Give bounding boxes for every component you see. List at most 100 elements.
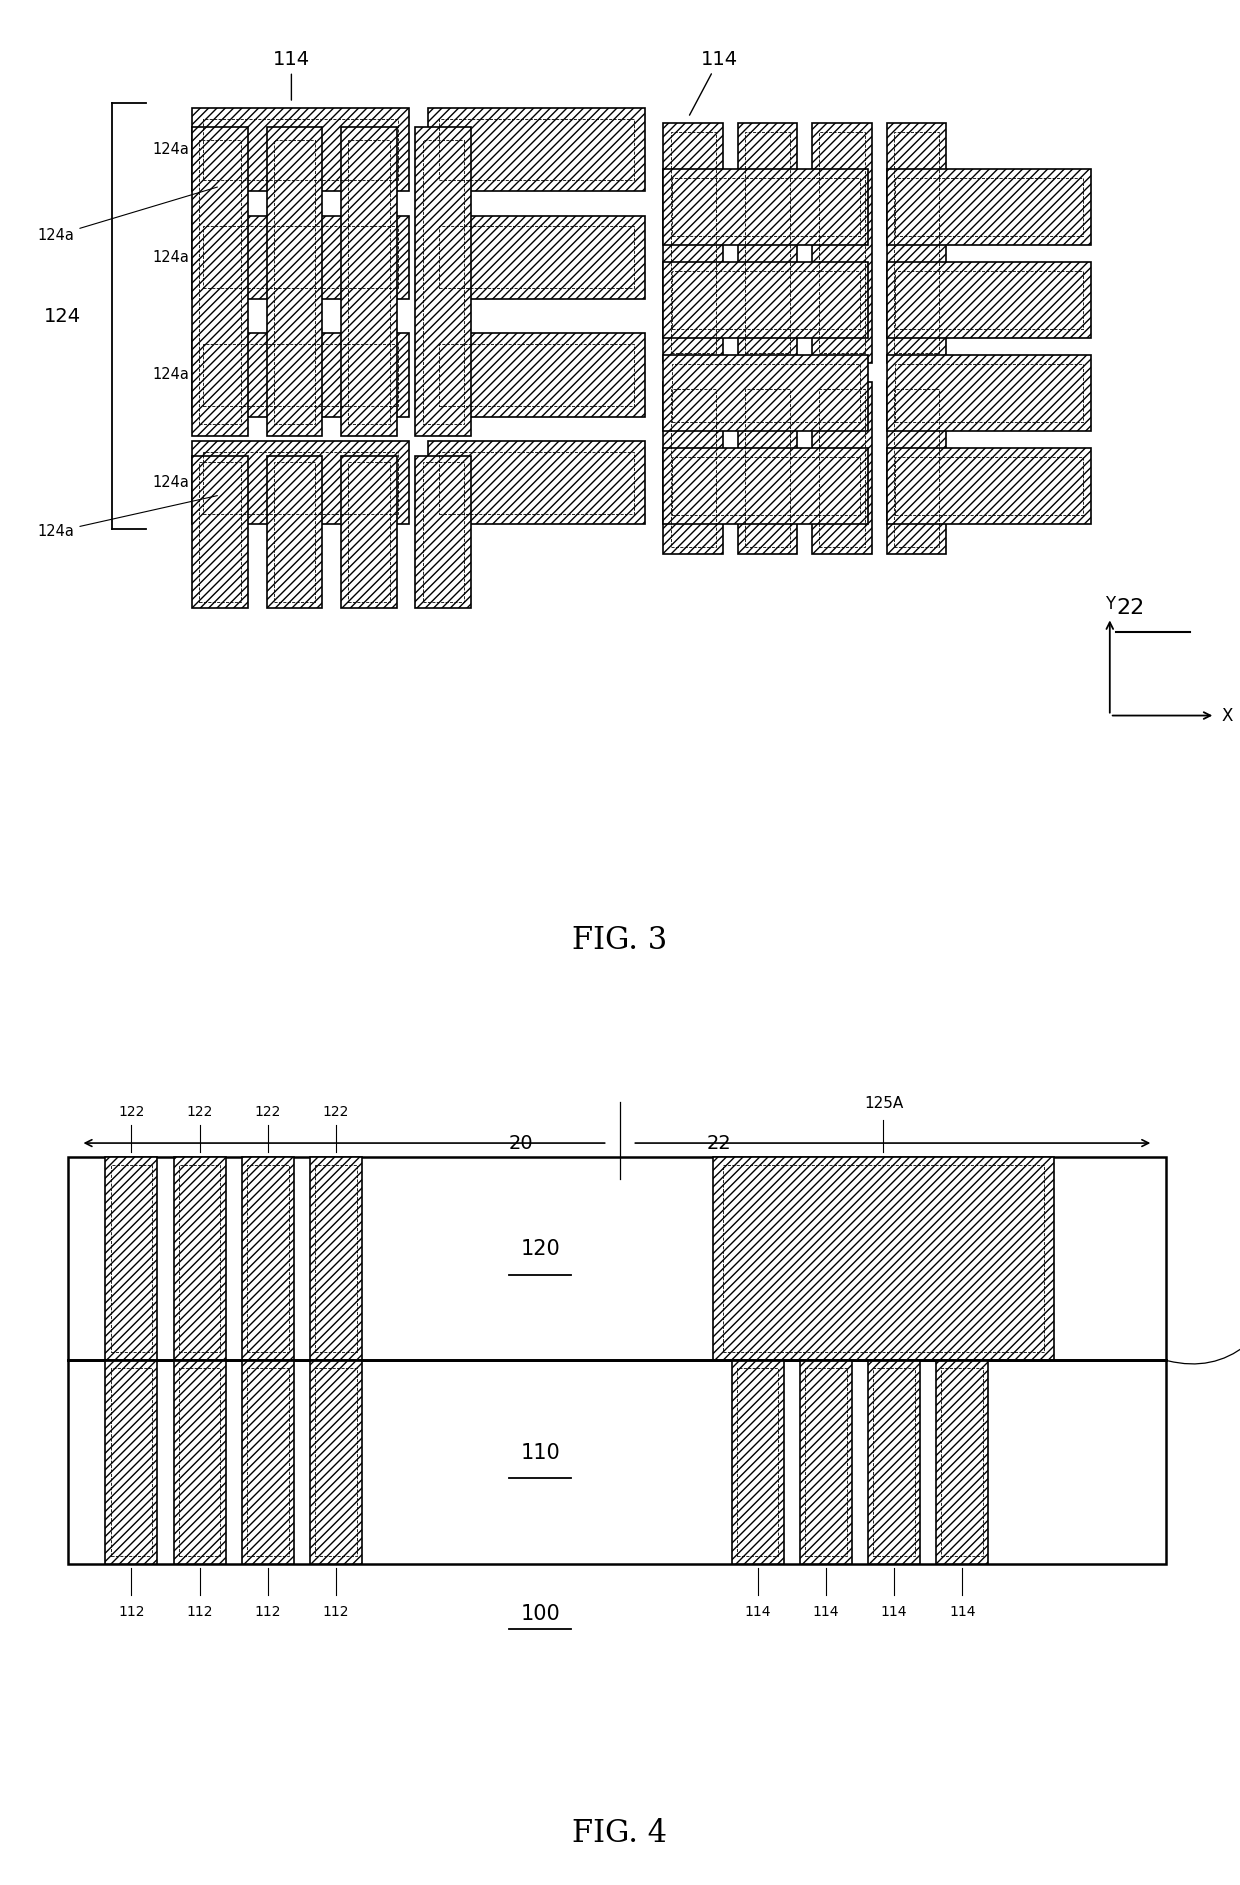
Bar [672,177,859,236]
Bar [672,364,859,422]
Bar [247,1165,289,1352]
Bar [887,123,946,362]
Bar [348,139,389,424]
Bar [267,128,322,435]
Bar [820,388,864,547]
Bar [671,388,715,547]
Text: 122: 122 [186,1105,213,1118]
Bar [713,1157,1054,1361]
Bar [110,1369,153,1555]
Bar [200,139,241,424]
Bar [671,132,715,352]
Text: 124a: 124a [37,187,217,243]
Text: 20: 20 [508,1133,533,1152]
Bar [805,1369,847,1555]
Bar [895,364,1083,422]
Bar [341,128,397,435]
Bar [192,107,409,190]
Bar [820,132,864,352]
Bar [247,1369,289,1555]
Bar [663,123,723,362]
Bar [428,215,645,300]
Text: 122: 122 [254,1105,281,1118]
Bar [267,456,322,607]
Bar [936,1361,988,1565]
Text: 114: 114 [949,1604,976,1619]
Bar [200,462,241,601]
Bar [800,1361,852,1565]
Bar [203,119,398,181]
Text: 22: 22 [707,1133,732,1152]
Text: 100: 100 [521,1604,560,1623]
Text: 122: 122 [118,1105,145,1118]
Bar [310,1361,362,1565]
Bar [423,462,464,601]
Text: 125A: 125A [864,1097,903,1112]
Text: 114: 114 [744,1604,771,1619]
Bar [887,262,1091,337]
Bar [348,462,389,601]
Bar [203,226,398,288]
Bar [887,449,1091,524]
Bar [887,168,1091,245]
Bar [887,383,946,554]
Bar [415,128,471,435]
Text: FIG. 4: FIG. 4 [573,1817,667,1849]
Bar [439,226,634,288]
Bar [812,123,872,362]
Text: 114: 114 [273,49,310,100]
Bar [894,388,939,547]
Bar [738,123,797,362]
Bar [242,1157,294,1361]
Bar [663,383,723,554]
Bar [663,168,868,245]
Bar [439,345,634,405]
Text: FIG. 3: FIG. 3 [573,926,667,956]
Text: 124a: 124a [153,475,196,490]
Bar [672,458,859,515]
Text: 114: 114 [880,1604,908,1619]
Bar [941,1369,983,1555]
Bar [887,354,1091,432]
Bar [868,1361,920,1565]
Bar [895,177,1083,236]
Bar [179,1165,221,1352]
Text: 114: 114 [812,1604,839,1619]
Bar [423,139,464,424]
Bar [310,1157,362,1361]
Bar [738,383,797,554]
Bar [192,128,248,435]
Text: 112: 112 [118,1604,145,1619]
Bar [174,1361,226,1565]
Bar [745,388,790,547]
Text: 124a: 124a [153,368,196,383]
Text: 112: 112 [186,1604,213,1619]
Bar [203,345,398,405]
Bar [203,452,398,513]
Text: 110: 110 [521,1442,560,1463]
Text: 120: 120 [521,1238,560,1259]
Bar [428,107,645,190]
Text: 124a: 124a [37,496,217,539]
Bar [174,1157,226,1361]
Bar [745,132,790,352]
Bar [315,1369,357,1555]
Text: 110a: 110a [1168,1325,1240,1365]
Bar [873,1369,915,1555]
Bar [192,334,409,417]
Bar [315,1165,357,1352]
Text: 112: 112 [254,1604,281,1619]
Bar [895,458,1083,515]
Bar [732,1361,784,1565]
Text: 22: 22 [1116,598,1145,618]
Bar [439,452,634,513]
Bar [274,139,315,424]
Bar [192,456,248,607]
Bar [723,1165,1044,1352]
Bar [105,1361,157,1565]
Bar [192,215,409,300]
Bar [812,383,872,554]
Bar [68,1157,1166,1361]
Bar [274,462,315,601]
Bar [415,456,471,607]
